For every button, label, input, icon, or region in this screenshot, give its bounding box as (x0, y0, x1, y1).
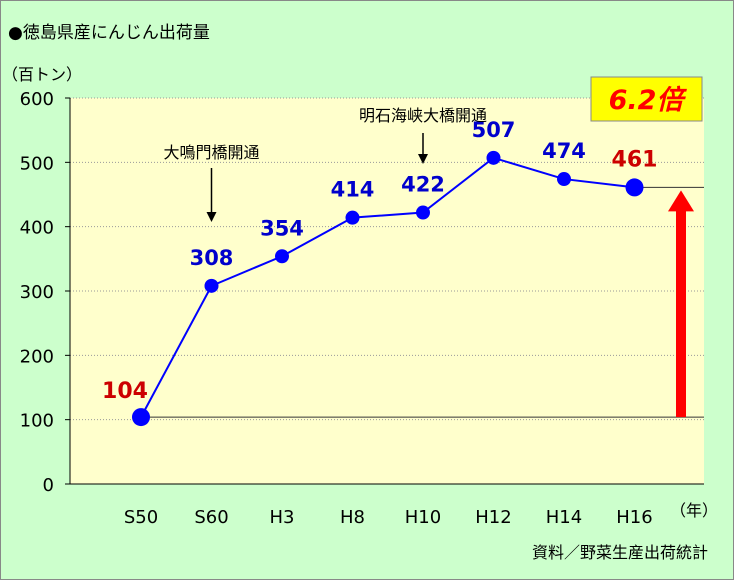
y-tick-label-600: 600 (20, 89, 54, 110)
y-tick-label-100: 100 (20, 411, 54, 432)
data-labels: 104 308 354 414 422 507 474 461 (102, 118, 657, 404)
x-tick-label-S60: S60 (194, 507, 228, 528)
x-tick-label-H12: H12 (475, 507, 511, 528)
growth-callout: 6.2倍 (590, 76, 703, 122)
data-point-H16 (625, 178, 644, 197)
x-tick-label-H16: H16 (616, 507, 652, 528)
source-note: 資料／野菜生産出荷統計 (532, 543, 708, 562)
growth-arrow-shaft (676, 209, 686, 418)
annotation-S60: 大鳴門橋開通 (163, 143, 259, 162)
data-point-H3 (275, 249, 289, 264)
series-polyline (140, 156, 635, 418)
data-point-H14 (557, 172, 571, 187)
annotation-arrow-head-S60 (206, 212, 217, 222)
annotation-arrow-head-H10 (418, 154, 428, 164)
data-label-H10: 422 (401, 173, 445, 197)
chart-title: ●徳島県産にんじん出荷量 (8, 23, 210, 43)
x-tick-label-S50: S50 (124, 507, 158, 528)
y-tick-label-300: 300 (20, 282, 54, 303)
data-point-H8 (345, 210, 360, 225)
y-axis-unit-label: （百トン） (2, 65, 82, 84)
reference-line (141, 186, 704, 418)
data-label-H12: 507 (472, 118, 516, 142)
data-point-H10 (416, 205, 430, 220)
y-tick-labels: 0 100 200 300 400 500 600 (20, 89, 54, 496)
x-tick-label-H8: H8 (340, 507, 365, 528)
data-points (132, 150, 644, 427)
x-tick-label-H3: H3 (270, 507, 295, 528)
data-point-S60 (204, 278, 219, 293)
annotations: 大鳴門橋開通 明石海峡大橋開通 (163, 106, 487, 222)
data-label-S50: 104 (102, 379, 148, 404)
growth-arrow (668, 190, 694, 418)
data-label-H16: 461 (612, 147, 658, 172)
x-tick-label-H14: H14 (546, 507, 582, 528)
callout-text: 6.2倍 (609, 85, 688, 116)
callout-box (590, 76, 703, 122)
x-axis-unit-label: （年） (670, 501, 718, 520)
data-label-H14: 474 (542, 139, 586, 163)
data-point-H12 (486, 150, 501, 165)
y-tick-label-0: 0 (43, 475, 54, 496)
x-tick-labels: S50 S60 H3 H8 H10 H12 H14 H16 (124, 507, 653, 528)
axes (65, 97, 704, 485)
x-tick-label-H10: H10 (405, 507, 441, 528)
y-tick-label-400: 400 (20, 218, 54, 239)
y-tick-label-200: 200 (20, 346, 54, 367)
data-label-H3: 354 (260, 216, 304, 240)
growth-arrow-head (668, 190, 694, 212)
series-line (140, 156, 635, 418)
data-point-S50 (132, 408, 150, 427)
data-label-H8: 414 (331, 178, 375, 202)
annotation-H10: 明石海峡大橋開通 (359, 106, 487, 125)
y-tick-label-500: 500 (20, 153, 54, 174)
data-label-S60: 308 (190, 246, 234, 270)
